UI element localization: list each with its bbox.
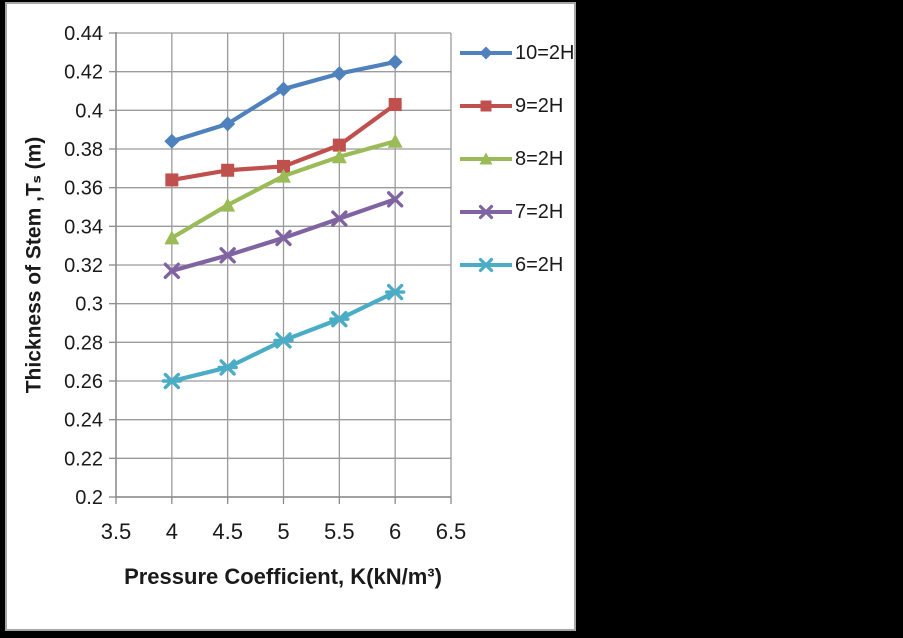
marker-star bbox=[217, 359, 238, 376]
legend-item-label: 6=2H bbox=[515, 253, 564, 276]
marker-triangle bbox=[220, 197, 236, 212]
legend-entry: 6=2H bbox=[459, 254, 563, 276]
marker-x bbox=[478, 204, 494, 220]
x-tick-label: 6.5 bbox=[436, 519, 467, 544]
marker-diamond bbox=[164, 133, 180, 149]
plot-canvas: 0.440.420.40.380.360.340.320.30.280.260.… bbox=[64, 23, 467, 544]
marker-square bbox=[332, 138, 346, 152]
legend-marker bbox=[460, 46, 512, 60]
marker-star bbox=[329, 310, 350, 328]
marker-triangle bbox=[331, 149, 347, 164]
legend-marker bbox=[460, 257, 512, 273]
x-tick-label: 5 bbox=[277, 519, 289, 544]
chart-panel: 0.44 0.42 0.4 0.38 0.36 0.34 0.32 0.3 0.28 0.26 0.… bbox=[5, 2, 576, 631]
y-axis-title: Thickness of Stem ,Tₛ (m) bbox=[22, 136, 46, 394]
marker-triangle bbox=[479, 152, 493, 165]
x-tick-label: 5.5 bbox=[324, 519, 355, 544]
y-tick-label: 0.26 bbox=[64, 371, 103, 393]
marker-triangle bbox=[164, 230, 180, 245]
y-tick-label: 0.42 bbox=[64, 62, 103, 84]
marker-x bbox=[331, 210, 348, 227]
marker-diamond bbox=[331, 66, 347, 82]
marker-diamond bbox=[220, 116, 236, 132]
legend-entry: 9=2H bbox=[459, 95, 563, 117]
legend-item-label: 10=2H bbox=[515, 41, 575, 64]
y-tick-label: 0.32 bbox=[64, 255, 103, 277]
marker-diamond bbox=[387, 54, 403, 70]
x-tick-label: 6 bbox=[389, 519, 401, 544]
x-axis-title: Pressure Coefficient, K(kN/m³) bbox=[124, 564, 442, 589]
marker-triangle bbox=[276, 168, 291, 183]
legend-entry: 8=2H bbox=[459, 148, 563, 170]
y-tick-label: 0.22 bbox=[64, 448, 103, 470]
marker-diamond bbox=[479, 46, 493, 60]
marker-square bbox=[165, 173, 179, 187]
y-tick-label: 0.38 bbox=[64, 139, 103, 161]
marker-star bbox=[384, 283, 406, 301]
legend-item-label: 9=2H bbox=[515, 94, 564, 117]
legend-entry: 10=2H bbox=[459, 42, 575, 64]
y-tick-label: 0.36 bbox=[64, 178, 103, 200]
legend-entry: 7=2H bbox=[459, 201, 563, 223]
x-tick-label: 4 bbox=[166, 519, 178, 544]
marker-star bbox=[161, 372, 183, 390]
y-tick-label: 0.34 bbox=[64, 216, 103, 238]
y-tick-label: 0.44 bbox=[64, 23, 103, 45]
legend-item-label: 7=2H bbox=[515, 200, 564, 223]
x-tick-label: 3.5 bbox=[101, 519, 132, 544]
marker-x bbox=[163, 262, 181, 279]
marker-star bbox=[476, 257, 496, 273]
y-tick-label: 0.28 bbox=[64, 332, 103, 354]
y-tick-label: 0.24 bbox=[64, 410, 103, 432]
marker-triangle bbox=[387, 133, 403, 148]
marker-x bbox=[275, 229, 292, 247]
marker-star bbox=[273, 332, 294, 349]
marker-square bbox=[277, 159, 290, 173]
x-tick-label: 4.5 bbox=[212, 519, 243, 544]
legend-marker bbox=[460, 204, 512, 220]
legend-marker bbox=[460, 100, 512, 112]
y-tick-label: 0.4 bbox=[75, 100, 103, 122]
legend: 10=2H 9=2H 8=2H 7=2H 6=2H bbox=[459, 4, 575, 629]
marker-diamond bbox=[276, 81, 291, 97]
marker-square bbox=[221, 163, 235, 177]
legend-marker bbox=[460, 152, 512, 165]
marker-square bbox=[388, 98, 402, 112]
y-tick-label: 0.2 bbox=[75, 487, 103, 509]
marker-square bbox=[480, 100, 492, 112]
marker-x bbox=[219, 247, 236, 264]
marker-x bbox=[386, 191, 404, 208]
legend-item-label: 8=2H bbox=[515, 147, 564, 170]
y-tick-label: 0.3 bbox=[75, 294, 103, 316]
